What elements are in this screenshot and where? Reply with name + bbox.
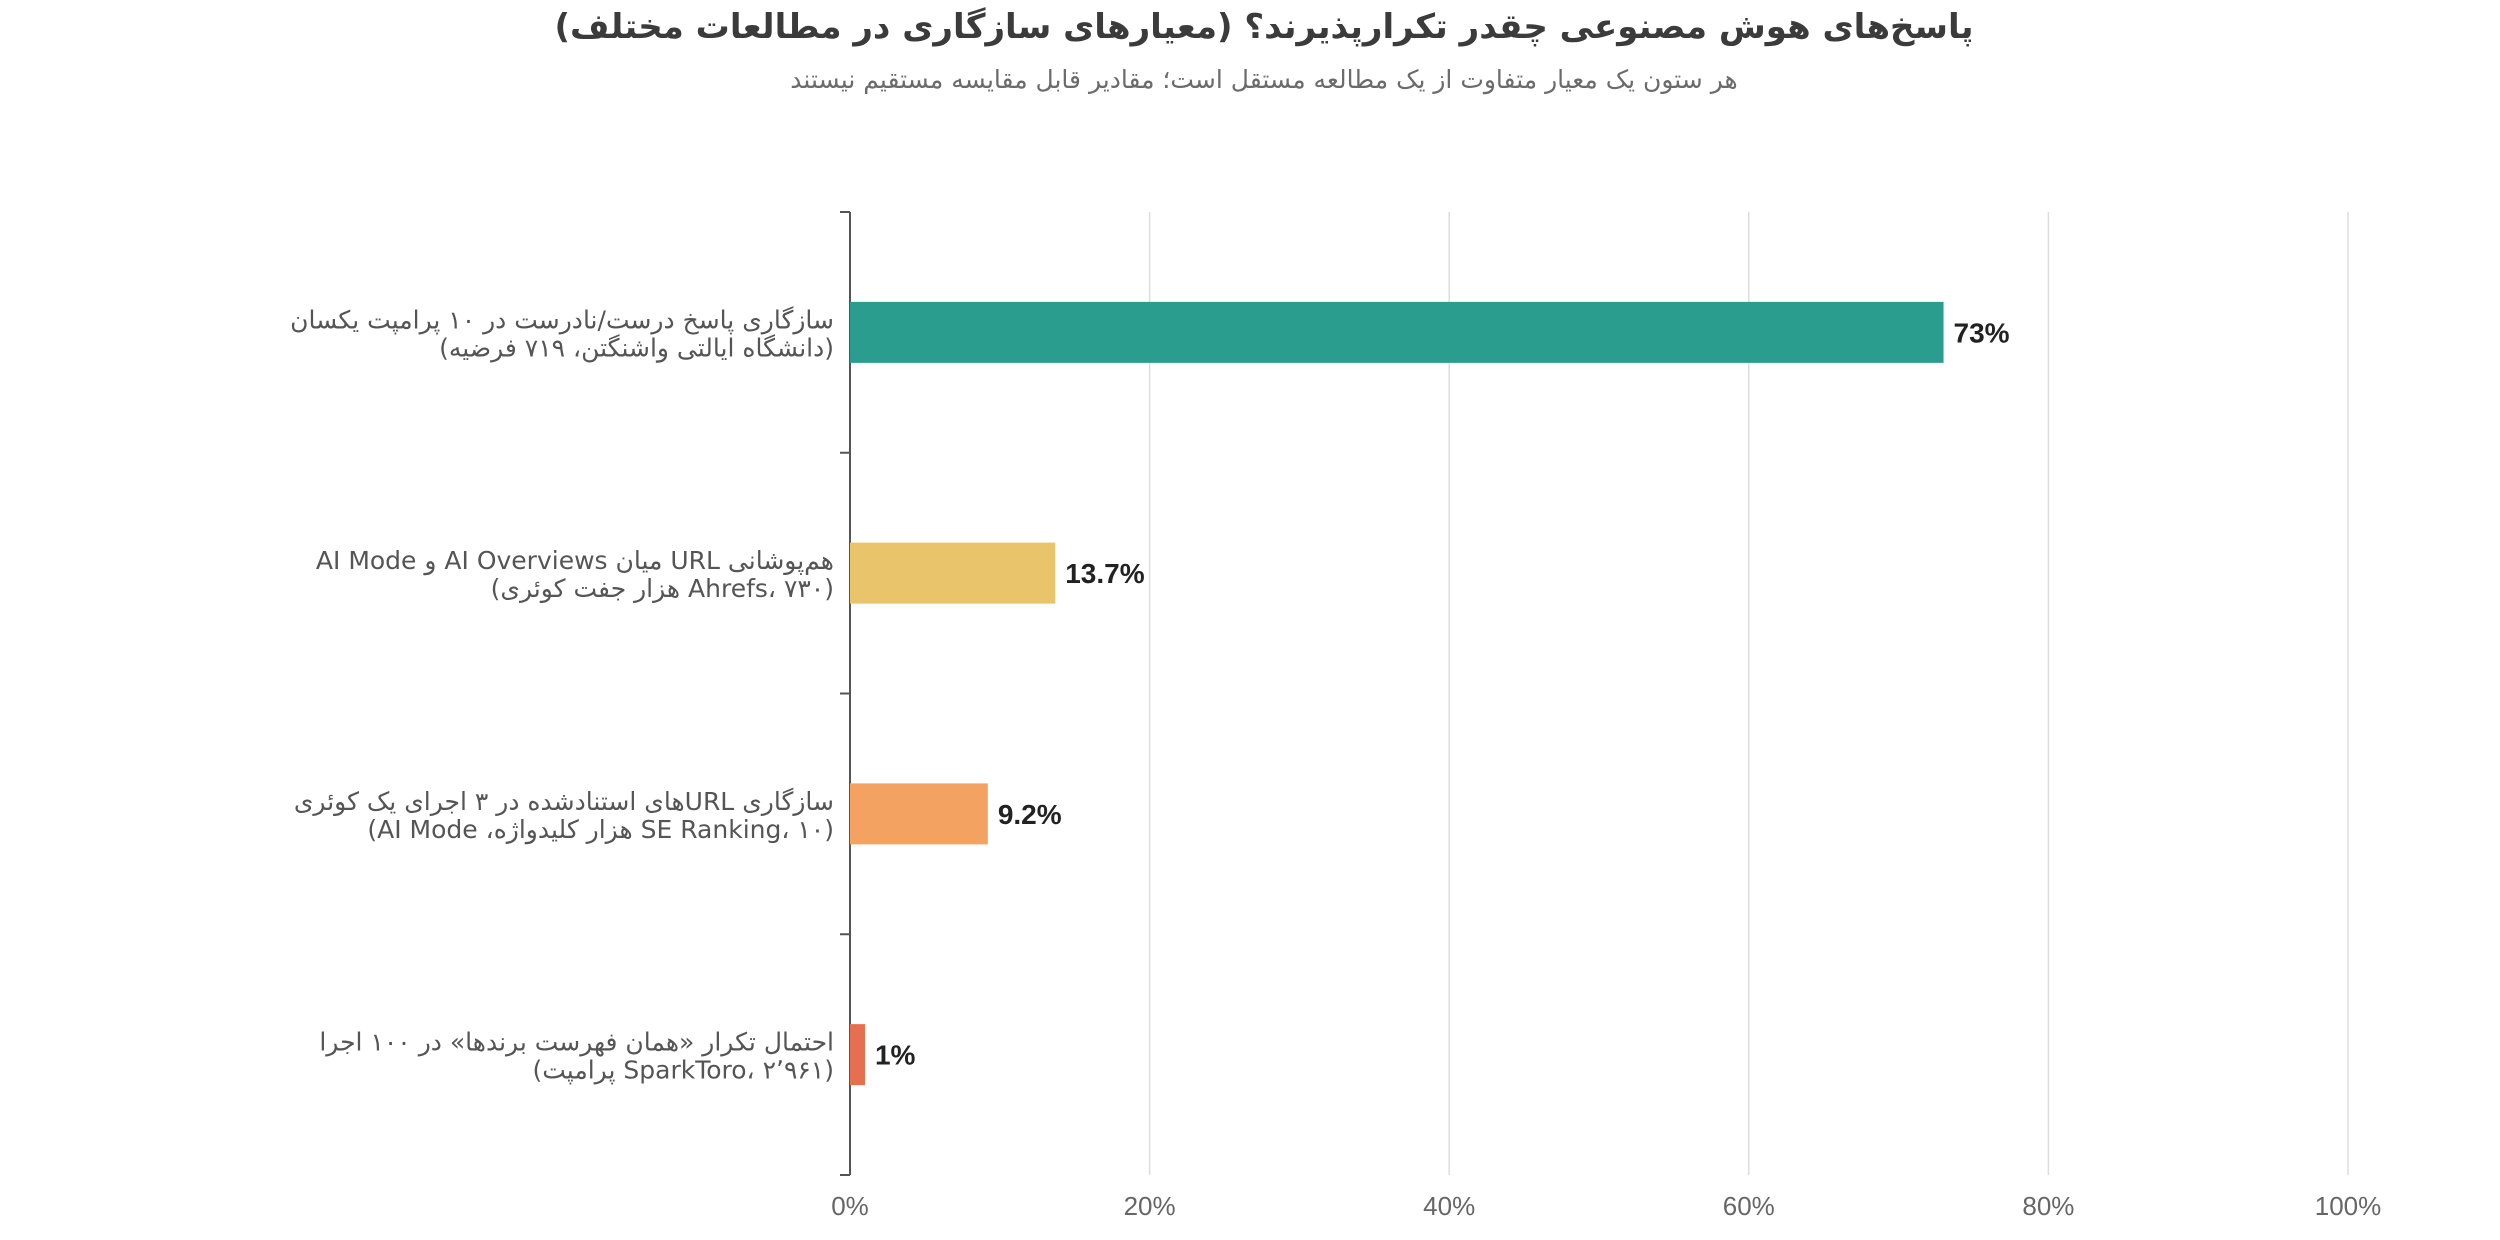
x-tick-label: 20%: [1124, 1191, 1176, 1221]
x-tick-label: 100%: [2315, 1191, 2382, 1221]
chart-title: پاسخ‌های هوش مصنوعی چقدر تکرارپذیرند؟ (م…: [555, 7, 1974, 47]
chart-subtitle: هر ستون یک معیار متفاوت از یک مطالعه مست…: [790, 65, 1737, 95]
bar: [850, 783, 988, 845]
bar: [850, 542, 1056, 604]
x-tick-label: 0%: [831, 1191, 869, 1221]
bar: [850, 1024, 865, 1086]
y-axis: [840, 211, 851, 1176]
category-labels: سازگاری پاسخ درست/نادرست در ۱۰ پرامپت یک…: [290, 305, 834, 1084]
grid-lines: [1148, 212, 2349, 1175]
category-label-line1: سازگاری URLهای استنادشده در ۳ اجرای یک ک…: [294, 787, 834, 816]
category-label-line1: سازگاری پاسخ درست/نادرست در ۱۰ پرامپت یک…: [290, 305, 834, 335]
category-label-line2: (Ahrefs، ۷۳۰ هزار جفت کوئری): [491, 574, 834, 603]
category-label-line2: (SparkToro، ۲٬۹۶۱ پرامپت): [533, 1056, 835, 1085]
x-tick-label: 60%: [1723, 1191, 1775, 1221]
bar: [850, 301, 1944, 363]
category-label-line1: هم‌پوشانی URL میان AI Overviews و AI Mod…: [316, 546, 834, 576]
bars: 73% 13.7% 9.2% 1%: [850, 301, 2010, 1086]
category-label-line2: (SE Ranking، ۱۰ هزار کلیدواژه، AI Mode): [367, 815, 834, 845]
data-label: 13.7%: [1065, 558, 1144, 589]
data-label: 73%: [1954, 317, 2010, 348]
x-tick-label: 40%: [1423, 1191, 1475, 1221]
data-label: 9.2%: [998, 799, 1062, 830]
category-label-line2: (دانشگاه ایالتی واشنگتن، ۷۱۹ فرضیه): [439, 333, 834, 363]
data-label: 1%: [875, 1040, 916, 1071]
x-axis-ticks: 0% 20% 40% 60% 80% 100%: [831, 1191, 2381, 1221]
x-tick-label: 80%: [2022, 1191, 2074, 1221]
category-label-line1: احتمال تکرار «همان فهرست برندها» در ۱۰۰ …: [319, 1028, 834, 1058]
